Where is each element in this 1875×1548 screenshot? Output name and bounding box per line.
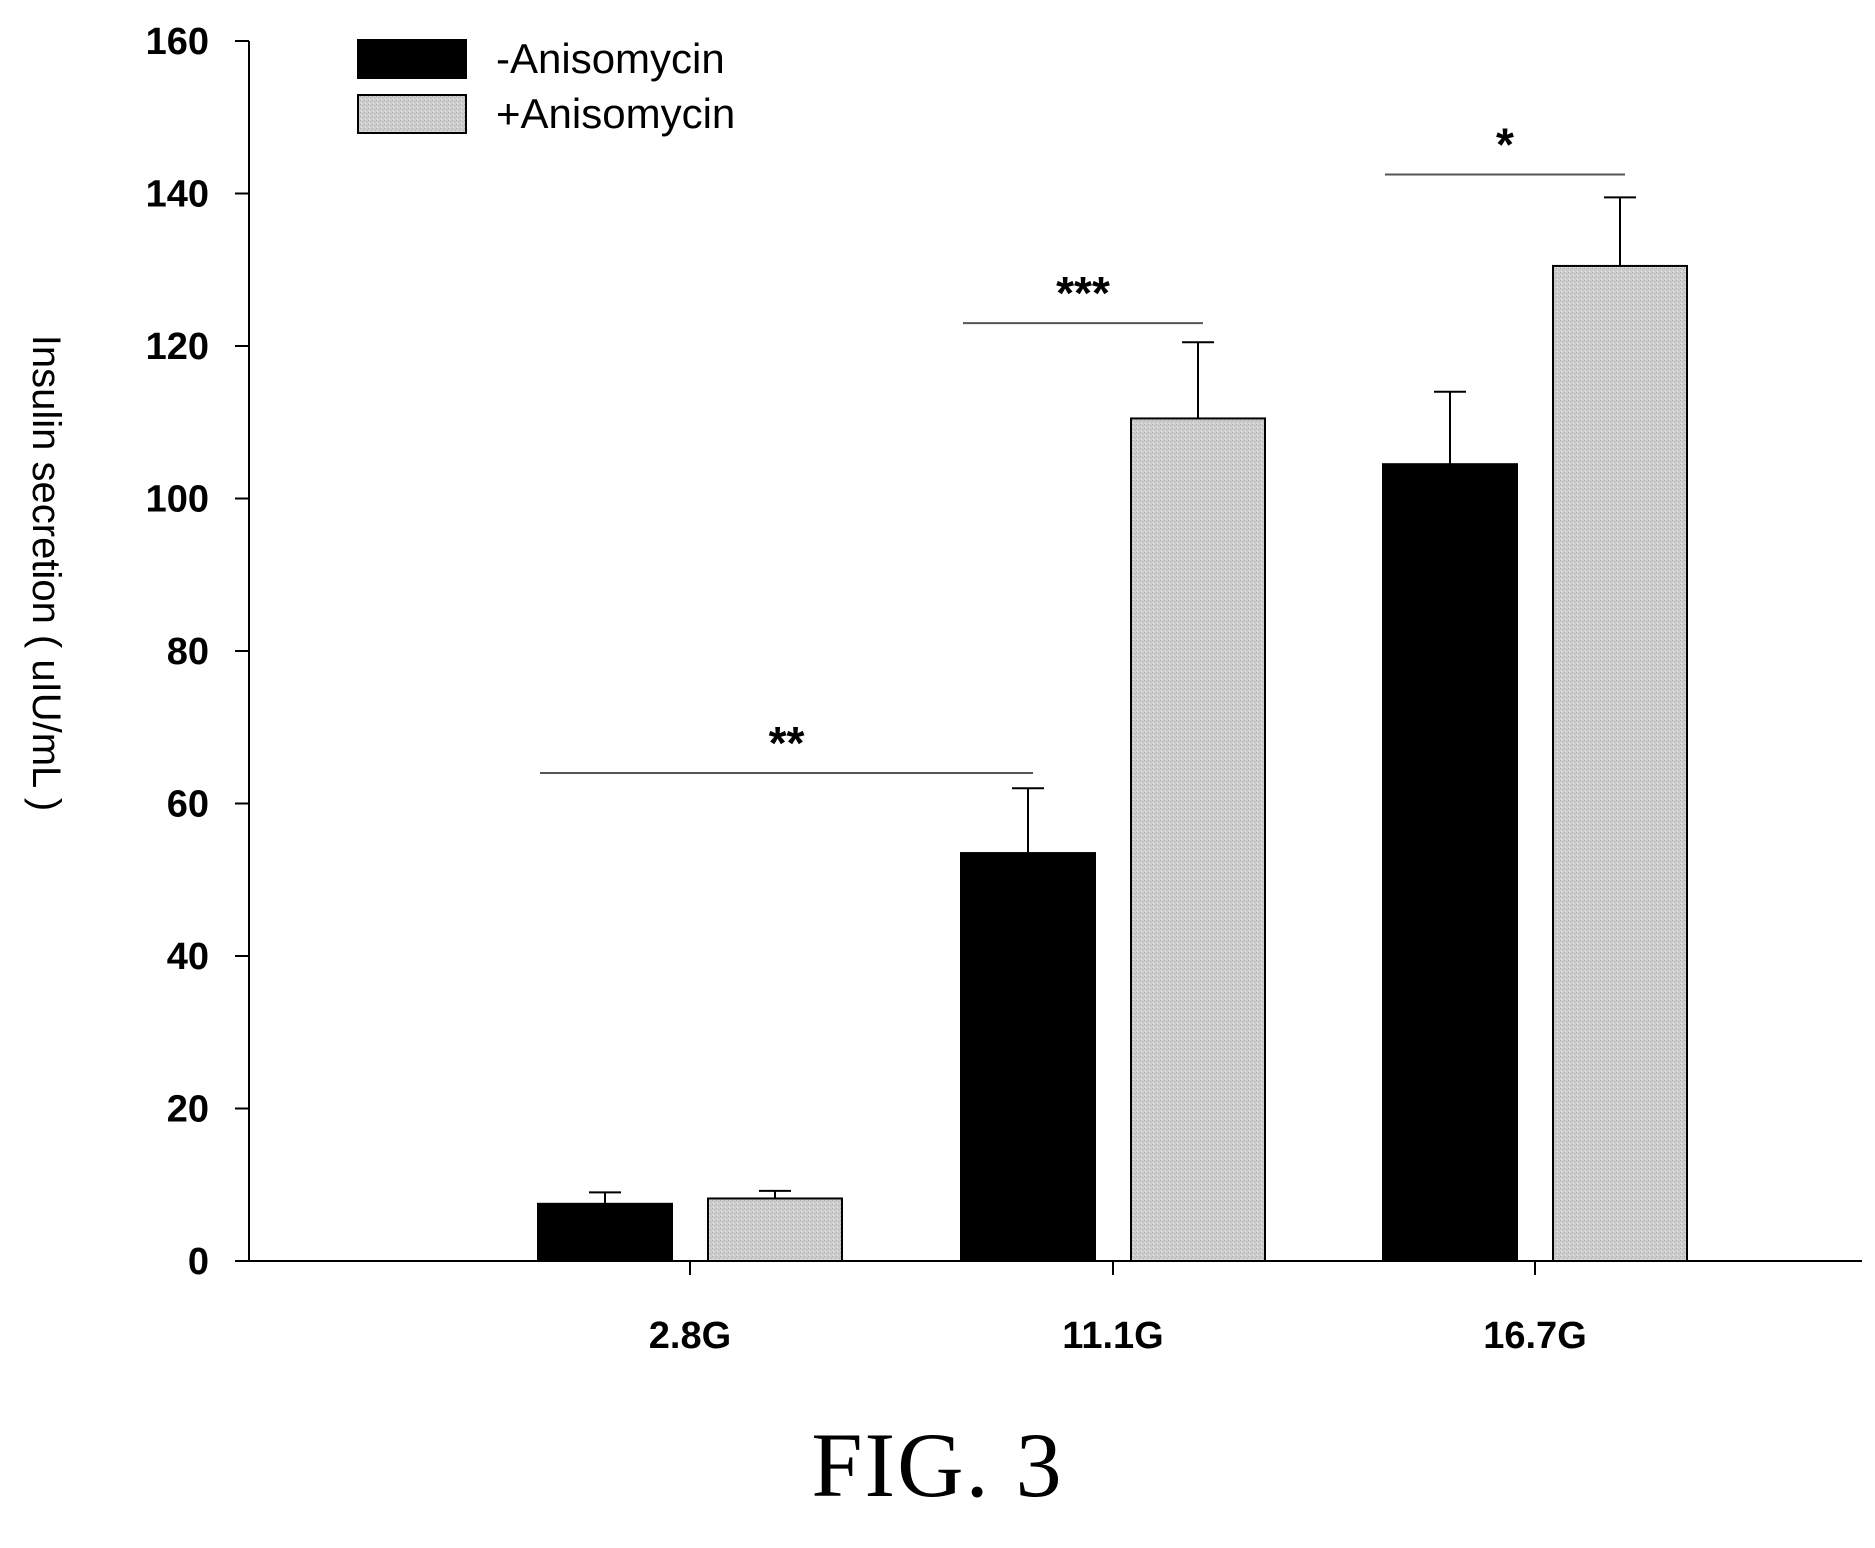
y-tick-label: 40	[167, 936, 209, 978]
x-tick-label: 11.1G	[1062, 1315, 1163, 1357]
bars	[537, 264, 1688, 1262]
legend-swatch	[357, 39, 467, 79]
axes: 0 20 40 60 80 100 120 140 160 2.8G 11.1G 16.7G	[146, 21, 1862, 1357]
y-tick-label: 0	[188, 1241, 209, 1283]
error-bars	[589, 196, 1636, 1204]
bar	[1130, 417, 1266, 1262]
figure-caption: FIG. 3	[811, 1414, 1064, 1516]
y-tick-label: 60	[167, 784, 209, 826]
legend: -Anisomycin +Anisomycin	[357, 35, 735, 137]
significance-label: **	[769, 717, 805, 769]
y-tick-label: 160	[146, 21, 209, 63]
bar	[707, 1197, 843, 1262]
legend-swatch	[357, 94, 467, 134]
bar	[1552, 264, 1688, 1262]
bar	[1382, 463, 1518, 1262]
y-axis-title: Insulin secretion ( uIU/mL )	[24, 335, 68, 811]
y-tick-label: 140	[146, 174, 209, 216]
bar	[537, 1202, 673, 1262]
significance-label: *	[1496, 118, 1514, 170]
significance-annotations: ******	[540, 118, 1625, 774]
x-tick-label: 2.8G	[649, 1315, 731, 1357]
legend-label: -Anisomycin	[496, 35, 725, 82]
significance-label: ***	[1056, 267, 1110, 319]
y-tick-label: 80	[167, 631, 209, 673]
bar	[960, 852, 1096, 1262]
y-tick-label: 20	[167, 1089, 209, 1131]
legend-label: +Anisomycin	[496, 90, 735, 137]
x-tick-label: 16.7G	[1483, 1315, 1587, 1357]
y-tick-label: 100	[146, 479, 209, 521]
y-tick-label: 120	[146, 326, 209, 368]
